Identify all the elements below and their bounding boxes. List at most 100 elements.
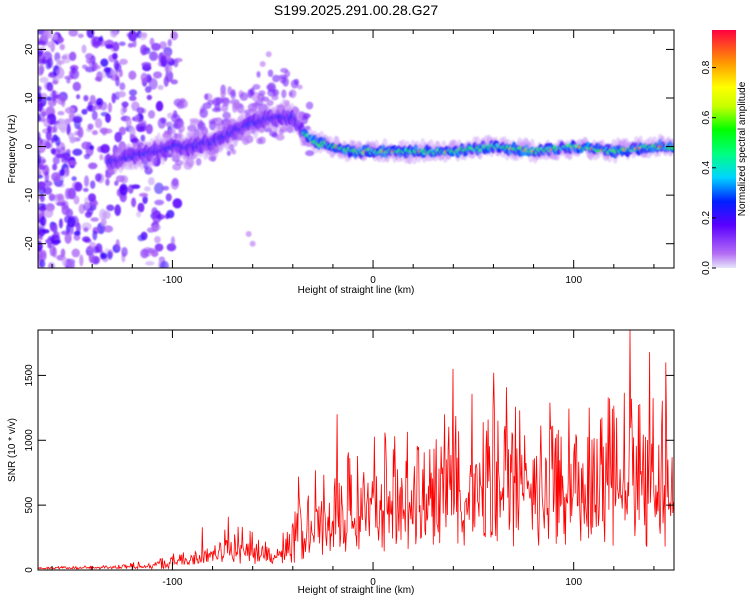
heatmap-cell [94, 173, 102, 182]
heatmap-cell [138, 192, 149, 197]
heatmap-cell [92, 36, 101, 49]
heatmap-cell [305, 150, 315, 157]
heatmap-cell [107, 251, 113, 260]
heatmap-cell [52, 156, 60, 165]
heatmap-cell [47, 243, 52, 249]
heatmap-cell [100, 58, 109, 67]
heatmap-cell [256, 137, 263, 145]
heatmap-cell [119, 82, 126, 91]
spectrogram-ytick-label: -20 [24, 236, 35, 251]
heatmap-cell [39, 76, 49, 84]
heatmap-cell [38, 154, 42, 165]
heatmap-cell [265, 51, 272, 58]
heatmap-cell [40, 111, 47, 118]
heatmap-cell [61, 55, 68, 60]
heatmap-cell [38, 85, 42, 92]
heatmap-cell [147, 247, 156, 254]
heatmap-cell [140, 134, 146, 142]
heatmap-cell [71, 248, 81, 258]
heatmap-cell [271, 94, 279, 101]
heatmap-cell [38, 40, 46, 45]
heatmap-cell [38, 230, 44, 239]
heatmap-cell [81, 44, 87, 54]
heatmap-cell [58, 218, 63, 229]
heatmap-cell [195, 157, 202, 166]
heatmap-cell [38, 169, 42, 176]
heatmap-cell [87, 123, 94, 130]
heatmap-cell [51, 172, 61, 182]
heatmap-cell [221, 97, 230, 104]
heatmap-cell [47, 262, 55, 268]
heatmap-cell [38, 63, 45, 74]
heatmap-cell [89, 145, 95, 151]
heatmap-cell [38, 102, 43, 113]
heatmap-cell [148, 78, 158, 90]
heatmap-cell [89, 94, 96, 105]
heatmap-cell [177, 124, 185, 133]
heatmap-cell [87, 245, 93, 251]
heatmap-cell [43, 30, 53, 40]
heatmap-cell [84, 211, 92, 218]
heatmap-cell [145, 123, 153, 135]
heatmap-cell [149, 37, 155, 46]
heatmap-cell [77, 33, 84, 39]
heatmap-cell [154, 199, 165, 206]
heatmap-cell [75, 222, 81, 234]
colorbar-tick-label: 0.0 [701, 261, 712, 275]
heatmap-cell [94, 118, 103, 129]
heatmap-cell [92, 62, 99, 71]
heatmap-cell [57, 111, 65, 116]
heatmap-cell [199, 108, 209, 119]
heatmap-cell [43, 118, 50, 128]
heatmap-cell [40, 216, 46, 227]
heatmap-cell [305, 101, 314, 110]
heatmap-cell [90, 180, 96, 189]
heatmap-cell [46, 40, 56, 49]
heatmap-cell [173, 57, 183, 63]
snr-ytick-label: 500 [24, 496, 35, 513]
heatmap-cell [111, 92, 116, 104]
heatmap-cell [81, 108, 88, 115]
heatmap-cell [102, 128, 113, 134]
heatmap-cell [154, 235, 161, 244]
heatmap-cell [140, 248, 149, 259]
heatmap-cell [137, 202, 145, 213]
heatmap-cell [275, 133, 285, 141]
heatmap-cell [260, 96, 270, 102]
heatmap-cell [38, 240, 43, 252]
heatmap-cell [83, 94, 89, 102]
heatmap-cell [272, 74, 280, 83]
heatmap-cell [278, 74, 288, 79]
heatmap-cell [90, 217, 99, 222]
heatmap-cell [160, 117, 167, 124]
heatmap-cell [103, 67, 111, 73]
heatmap-cell [82, 236, 91, 243]
heatmap-cell [170, 236, 176, 247]
heatmap-cell [106, 204, 115, 212]
heatmap-cell [73, 230, 81, 236]
heatmap-cell [151, 42, 161, 51]
heatmap-cell [289, 89, 297, 99]
heatmap-cell [88, 58, 93, 68]
heatmap-cell [283, 99, 290, 106]
heatmap-cell [144, 186, 151, 192]
heatmap-cell [170, 79, 178, 85]
heatmap-cell [88, 162, 98, 170]
heatmap-cell [259, 61, 266, 67]
heatmap-cell [142, 195, 148, 205]
heatmap-cell [209, 120, 216, 131]
heatmap-cell [38, 30, 46, 35]
heatmap-cell [61, 204, 70, 216]
heatmap-cell [64, 106, 75, 114]
heatmap-cell [178, 99, 188, 109]
heatmap-cell [43, 186, 53, 195]
heatmap-cell [50, 234, 61, 246]
heatmap-cell [105, 43, 114, 50]
heatmap-cell [88, 251, 95, 264]
colorbar-gradient [712, 30, 736, 268]
heatmap-cell [231, 101, 241, 110]
heatmap-cell [91, 110, 98, 121]
heatmap-cell [39, 259, 46, 268]
heatmap-cell [99, 154, 104, 161]
heatmap-cell [136, 107, 145, 115]
